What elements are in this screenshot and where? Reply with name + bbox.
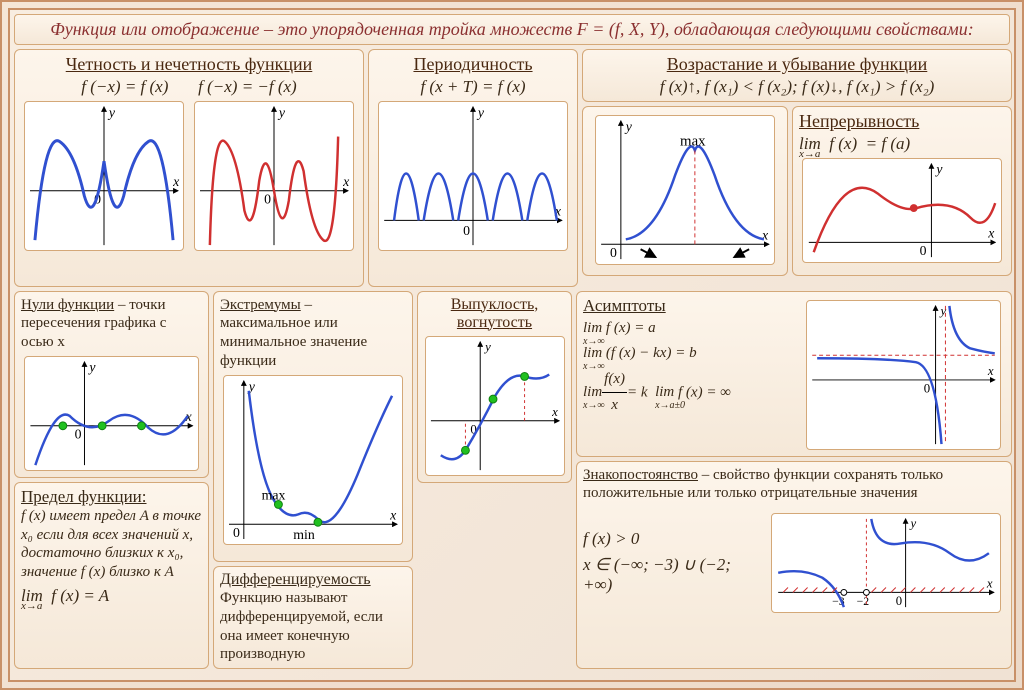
svg-text:x: x	[342, 174, 350, 189]
parity-box: Четность и нечетность функции f (−x) = f…	[14, 49, 364, 287]
y-label: y	[107, 105, 116, 120]
lim-sub: x→a	[799, 148, 820, 160]
svg-text:0: 0	[610, 245, 617, 260]
zeros-box: Нули функции – точки пересечения графика…	[14, 291, 209, 478]
svg-text:0: 0	[924, 381, 930, 395]
limit-box: Предел функции: f (x) имеет предел A в т…	[14, 482, 209, 669]
periodicity-formula: f (x + T) = f (x)	[375, 77, 571, 97]
even-graph: x y 0	[24, 101, 184, 251]
parity-title: Четность и нечетность функции	[21, 54, 357, 75]
inner-frame: Функция или отображение – это упорядочен…	[8, 8, 1016, 682]
svg-text:y: y	[483, 339, 491, 353]
lim-sub2: x→a	[21, 600, 42, 612]
periodicity-box: Периодичность f (x + T) = f (x) x y 0	[368, 49, 578, 287]
sign-box: Знакопостоянство – свойство функции сохр…	[576, 461, 1012, 670]
convexity-graph: x y 0	[425, 336, 565, 476]
svg-text:x: x	[551, 404, 558, 418]
svg-text:0: 0	[75, 426, 82, 441]
a3bs: x→a±0	[655, 397, 685, 414]
asym-title: Асимптоты	[583, 296, 798, 316]
diff-title: Дифференцируемость	[220, 571, 406, 589]
differentiability-box: Дифференцируемость Функцию называют дифф…	[213, 566, 413, 669]
odd-graph: x y 0	[194, 101, 354, 251]
odd-formula: f (−x) = −f (x)	[198, 77, 297, 96]
max-lbl: max	[262, 487, 286, 502]
svg-text:y: y	[934, 162, 943, 177]
svg-text:0: 0	[463, 223, 470, 238]
even-formula: f (−x) = f (x)	[81, 77, 168, 96]
svg-text:0: 0	[264, 192, 271, 207]
sign-f2: x ∈ (−∞; −3) ∪ (−2; +∞)	[583, 555, 763, 595]
continuity-graph: x y 0	[802, 158, 1002, 263]
monotonicity-title: Возрастание и убывание функции	[589, 54, 1005, 75]
diff-text: Функцию называют дифференцируемой, если …	[220, 589, 406, 664]
outer-frame: Функция или отображение – это упорядочен…	[0, 0, 1024, 690]
extrema-graph: x y 0 max min	[223, 375, 403, 545]
periodicity-graph: x y 0	[378, 101, 568, 251]
bottom-row: Нули функции – точки пересечения графика…	[14, 291, 1012, 670]
zeros-graph: x y 0	[24, 356, 199, 471]
svg-text:x: x	[987, 364, 994, 378]
xm2: −2	[857, 595, 870, 608]
convexity-box: Выпуклость, вогнутость x y 0	[417, 291, 572, 483]
svg-text:y: y	[87, 359, 96, 374]
limit-text: f (x) имеет предел A в точке x₀ если для…	[21, 507, 202, 582]
svg-text:y: y	[476, 105, 485, 120]
page-header: Функция или отображение – это упорядочен…	[14, 14, 1010, 45]
monotonicity-graph: x y 0 max	[595, 115, 775, 265]
right-col-top: Возрастание и убывание функции f (x)↑, f…	[582, 49, 1012, 287]
extrema-box: Экстремумы – максимальное или минимально…	[213, 291, 413, 563]
periodicity-title: Периодичность	[375, 54, 571, 75]
limit-title: Предел функции:	[21, 487, 202, 507]
svg-text:0: 0	[233, 525, 240, 540]
monotonicity-box: Возрастание и убывание функции f (x)↑, f…	[582, 49, 1012, 102]
svg-text:x: x	[986, 577, 993, 591]
convexity-title: Выпуклость, вогнутость	[424, 296, 565, 332]
svg-text:y: y	[624, 119, 633, 134]
sign-f1: f (x) > 0	[583, 529, 763, 549]
a2s: x→∞	[583, 358, 605, 375]
sign-graph: x y 0 −3 −2	[771, 513, 1001, 613]
sign-title: Знакопостоянство	[583, 467, 698, 483]
svg-text:x: x	[987, 225, 994, 240]
svg-text:y: y	[909, 517, 917, 531]
monotonicity-formula: f (x)↑, f (x₁) < f (x₂); f (x)↓, f (x₁) …	[589, 77, 1005, 97]
svg-text:y: y	[277, 105, 286, 120]
svg-text:0: 0	[920, 243, 927, 258]
continuity-box: Непрерывность limx→a f (x) = f (a) x y 0	[792, 106, 1012, 276]
min-lbl: min	[293, 527, 315, 542]
svg-text:x: x	[389, 507, 397, 522]
a3s: x→∞	[583, 397, 605, 414]
zeros-title: Нули функции	[21, 297, 114, 313]
svg-text:0: 0	[896, 594, 902, 608]
content-grid: Четность и нечетность функции f (−x) = f…	[14, 49, 1010, 669]
x-label: x	[172, 174, 180, 189]
monotonicity-graph-box: x y 0 max	[582, 106, 788, 276]
continuity-title: Непрерывность	[799, 111, 1005, 132]
asymptotes-graph: x y 0	[806, 300, 1001, 450]
continuity-formula: limx→a f (x) = f (a)	[799, 134, 1005, 154]
asymptotes-box: Асимптоты limx→∞ f (x) = a limx→∞ (f (x)…	[576, 291, 1012, 457]
extrema-title: Экстремумы	[220, 297, 301, 313]
parity-formulas: f (−x) = f (x) f (−x) = −f (x)	[21, 77, 357, 97]
